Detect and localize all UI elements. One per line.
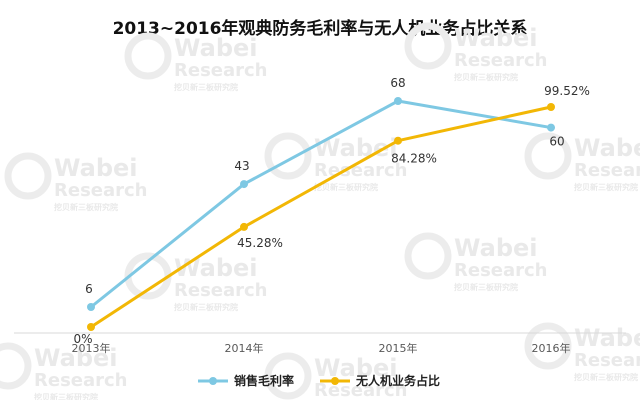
watermark-cn: 挖贝新三板研究院 bbox=[454, 282, 518, 292]
watermark-brand: Wabei bbox=[174, 34, 258, 62]
watermark-logo-icon bbox=[524, 132, 572, 180]
data-label: 68 bbox=[390, 76, 405, 90]
data-label: 99.52% bbox=[544, 84, 590, 98]
data-point bbox=[240, 222, 248, 231]
legend-marker bbox=[209, 377, 217, 385]
watermark-logo-icon bbox=[524, 322, 572, 370]
data-label: 60 bbox=[549, 135, 564, 149]
watermark-logo-icon bbox=[0, 342, 32, 390]
watermark-sub: Research bbox=[574, 160, 640, 181]
watermark-logo-icon bbox=[404, 232, 452, 280]
watermark-cn: 挖贝新三板研究院 bbox=[314, 182, 378, 192]
watermark-cn: 挖贝新三板研究院 bbox=[174, 302, 238, 312]
watermark-cn: 挖贝新三板研究院 bbox=[174, 82, 238, 92]
series-line bbox=[90, 105, 552, 329]
watermark-brand: Wabei bbox=[54, 154, 138, 182]
data-point bbox=[394, 136, 402, 145]
watermark-cn: 挖贝新三板研究院 bbox=[454, 72, 518, 82]
x-tick-label: 2013年 bbox=[72, 341, 111, 355]
watermark-logo-icon bbox=[264, 352, 312, 400]
watermark-cn: 挖贝新三板研究院 bbox=[574, 182, 638, 192]
watermark-brand: Wabei bbox=[454, 24, 538, 52]
data-point bbox=[547, 123, 555, 132]
watermark-cn: 挖贝新三板研究院 bbox=[574, 372, 638, 382]
watermark-sub: Research bbox=[454, 260, 548, 281]
legend-label: 无人机业务占比 bbox=[355, 373, 440, 388]
x-axis-ticks: 2013年 2014年 2015年 2016年 bbox=[72, 341, 571, 355]
legend: 销售毛利率 无人机业务占比 bbox=[198, 373, 440, 388]
watermark-logo-icon bbox=[264, 132, 312, 180]
watermark-sub: Research bbox=[34, 370, 128, 391]
legend-item: 无人机业务占比 bbox=[320, 373, 440, 388]
watermark-sub: Research bbox=[454, 50, 548, 71]
watermark-brand: Wabei bbox=[454, 234, 538, 262]
data-label: 6 bbox=[85, 282, 93, 296]
watermark-brand: Wabei bbox=[34, 344, 118, 372]
watermark-brand: Wabei bbox=[574, 134, 640, 162]
watermark-logo-icon bbox=[404, 22, 452, 70]
watermark-logo-icon bbox=[4, 152, 52, 200]
series-layer bbox=[87, 97, 555, 331]
data-label: 43 bbox=[234, 159, 249, 173]
watermark-layer: WabeiResearch挖贝新三板研究院WabeiResearch挖贝新三板研… bbox=[0, 22, 640, 400]
data-point bbox=[394, 97, 402, 105]
data-point bbox=[87, 303, 95, 311]
legend-marker bbox=[331, 377, 339, 385]
watermark-logo-icon bbox=[124, 32, 172, 80]
watermark-cn: 挖贝新三板研究院 bbox=[34, 392, 98, 400]
watermark-sub: Research bbox=[314, 380, 408, 400]
data-labels-layer: 6 43 68 60 0% 45.28% 84.28% 99.52% bbox=[73, 76, 589, 346]
data-point bbox=[547, 103, 555, 111]
watermark-brand: Wabei bbox=[574, 324, 640, 352]
watermark-sub: Research bbox=[174, 60, 268, 81]
watermark-brand: Wabei bbox=[314, 354, 398, 382]
data-point bbox=[87, 323, 95, 331]
x-tick-label: 2015年 bbox=[379, 341, 418, 355]
data-label: 84.28% bbox=[391, 152, 437, 166]
watermark-sub: Research bbox=[54, 180, 148, 201]
data-point bbox=[240, 180, 248, 189]
watermark-brand: Wabei bbox=[174, 254, 258, 282]
data-label: 0% bbox=[73, 332, 92, 346]
x-tick-label: 2016年 bbox=[532, 341, 571, 355]
watermark-cn: 挖贝新三板研究院 bbox=[54, 202, 118, 212]
legend-item: 销售毛利率 bbox=[198, 373, 294, 388]
series-line bbox=[90, 99, 552, 309]
x-tick-label: 2014年 bbox=[225, 341, 264, 355]
legend-label: 销售毛利率 bbox=[234, 373, 294, 388]
watermark-sub: Research bbox=[574, 350, 640, 371]
watermark-sub: Research bbox=[174, 280, 268, 301]
data-label: 45.28% bbox=[237, 236, 283, 250]
